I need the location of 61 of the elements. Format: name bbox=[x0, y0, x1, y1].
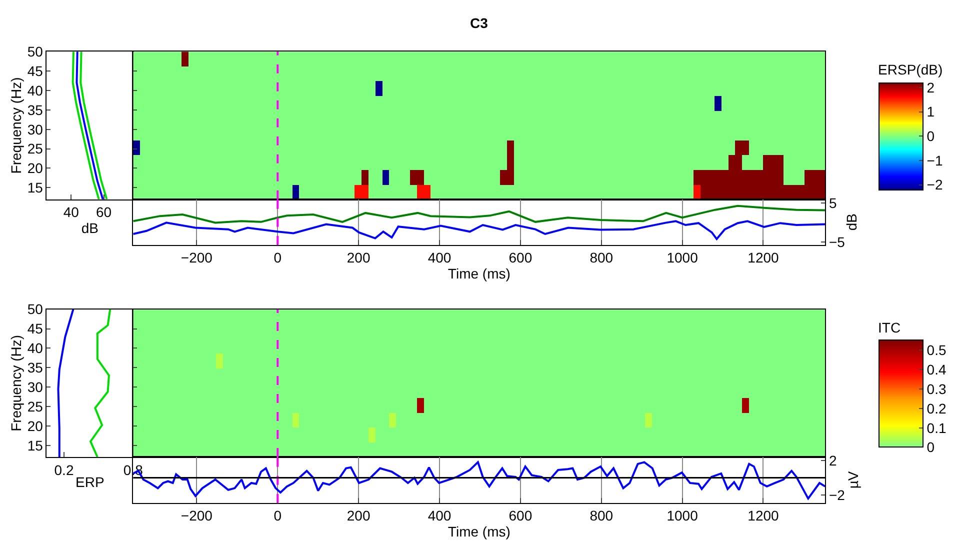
y-tick-label: 50 bbox=[27, 44, 44, 60]
y-tick-label: 30 bbox=[27, 121, 44, 138]
y-axis-title: dB bbox=[843, 214, 860, 231]
x-tick-label: 800 bbox=[590, 250, 614, 266]
chart-title: C3 bbox=[470, 15, 488, 31]
x-axis-title: ERP bbox=[76, 474, 104, 490]
x-axis-title: Time (ms) bbox=[448, 266, 510, 282]
color-bar-label: −2 bbox=[926, 176, 943, 193]
color-bar-label: 0.4 bbox=[926, 361, 946, 378]
color-bar-label: 2 bbox=[926, 79, 935, 96]
color-bar-label: 0.3 bbox=[926, 380, 946, 397]
y-tick-label: 15 bbox=[27, 437, 44, 454]
color-bar-label: 0.2 bbox=[926, 400, 946, 416]
y-axis-title: µV bbox=[845, 470, 862, 489]
color-bar-label: −1 bbox=[926, 152, 943, 168]
x-tick-label: 200 bbox=[346, 250, 370, 266]
x-tick-label: −200 bbox=[180, 508, 213, 524]
line-series bbox=[133, 220, 826, 240]
x-tick-label: 1000 bbox=[666, 508, 698, 524]
color-bar-label: 0.1 bbox=[926, 420, 946, 436]
x-tick-label: −200 bbox=[180, 250, 213, 266]
y-tick-label: 35 bbox=[27, 102, 44, 118]
x-tick-label: 800 bbox=[590, 508, 614, 524]
y-tick-label: 45 bbox=[27, 62, 44, 79]
x-axis-title: dB bbox=[81, 220, 98, 236]
color-bar-label: 0 bbox=[926, 128, 935, 144]
y-tick-label: 40 bbox=[27, 340, 44, 356]
y-tick-label: 15 bbox=[27, 180, 44, 196]
y-tick-label: 20 bbox=[27, 418, 44, 434]
x-tick-label: 600 bbox=[508, 508, 532, 524]
y-tick-label: 35 bbox=[27, 360, 44, 376]
color-bar-title: ERSP(dB) bbox=[878, 62, 943, 78]
y-tick-label: 2 bbox=[828, 452, 837, 468]
color-bar-title: ITC bbox=[878, 319, 901, 336]
x-tick-label: 1200 bbox=[748, 508, 780, 524]
x-tick-label: 60 bbox=[96, 204, 112, 220]
color-bar-label: 0.5 bbox=[926, 342, 946, 358]
x-tick-label: 1000 bbox=[666, 250, 698, 266]
x-tick-label: 1200 bbox=[748, 250, 780, 266]
x-tick-label: 0 bbox=[274, 508, 282, 524]
y-tick-label: 40 bbox=[27, 82, 44, 98]
y-tick-label: 45 bbox=[27, 320, 44, 337]
y-tick-label: 25 bbox=[27, 140, 44, 157]
y-axis-title: Frequency (Hz) bbox=[8, 334, 24, 432]
x-tick-label: 200 bbox=[346, 508, 370, 524]
x-tick-label: 600 bbox=[508, 250, 532, 266]
x-tick-label: 400 bbox=[428, 250, 452, 266]
x-tick-label: 0 bbox=[274, 250, 282, 266]
y-tick-label: −5 bbox=[828, 234, 846, 250]
y-tick-label: 5 bbox=[828, 195, 837, 212]
y-tick-label: 25 bbox=[27, 398, 44, 414]
color-bar-label: 1 bbox=[926, 104, 935, 120]
x-tick-label: 400 bbox=[428, 508, 452, 524]
line-series bbox=[133, 204, 826, 224]
y-tick-label: −2 bbox=[828, 486, 846, 503]
y-tick-label: 50 bbox=[27, 301, 44, 318]
color-bar-label: 0 bbox=[926, 439, 935, 456]
x-axis-title: Time (ms) bbox=[448, 524, 510, 540]
y-tick-label: 20 bbox=[27, 160, 44, 176]
y-tick-label: 30 bbox=[27, 378, 44, 395]
y-axis-title: Frequency (Hz) bbox=[8, 77, 24, 174]
